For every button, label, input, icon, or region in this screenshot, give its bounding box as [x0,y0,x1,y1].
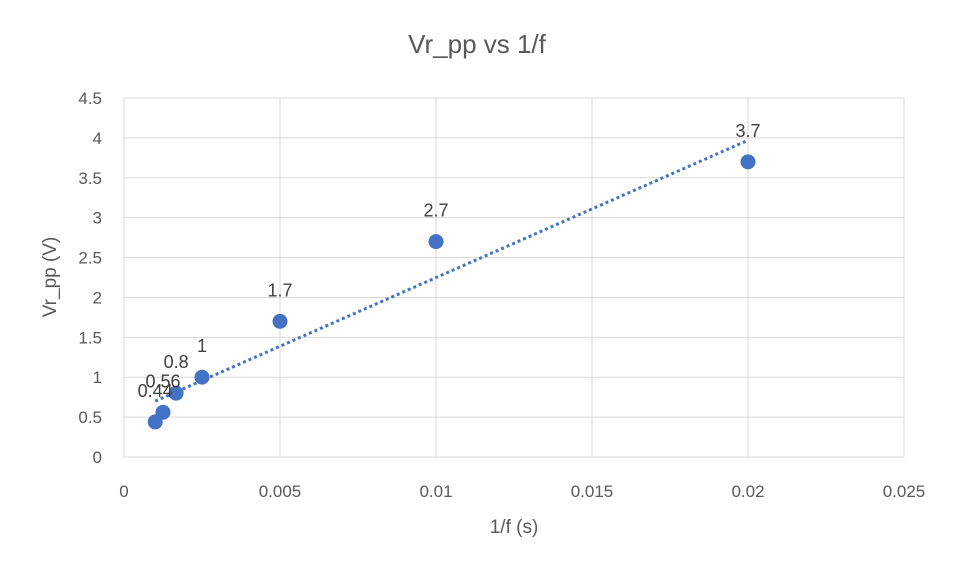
data-label: 1 [197,336,207,356]
y-tick-label: 2.5 [78,249,102,268]
x-tick-label: 0.015 [571,482,614,501]
tick-labels: 0 0.5 1 1.5 2 2.5 3 3.5 4 4.5 0 0.005 0.01 0.015 0.02 0… [78,89,925,501]
linear-trendline [154,138,749,403]
x-tick-label: 0.005 [259,482,302,501]
x-tick-label: 0 [119,482,128,501]
y-tick-label: 3.5 [78,169,102,188]
data-point [194,369,210,385]
data-label: 0.44 [138,381,173,401]
data-label: 1.7 [267,280,292,300]
data-points [147,154,756,430]
data-label: 0.8 [164,352,189,372]
y-tick-label: 0.5 [78,408,102,427]
x-tick-label: 0.02 [731,482,764,501]
data-point [168,385,184,401]
y-tick-label: 0 [93,448,102,467]
data-label: 2.7 [423,201,448,221]
x-tick-label: 0.01 [419,482,452,501]
y-tick-label: 4.5 [78,89,102,108]
y-tick-label: 1 [93,368,102,387]
data-point [272,313,288,329]
y-tick-label: 1.5 [78,328,102,347]
chart-title: Vr_pp vs 1/f [408,29,547,59]
y-tick-label: 4 [93,129,102,148]
trendline-group [154,138,749,403]
y-tick-label: 3 [93,209,102,228]
data-labels: 0.440.560.8 1 1.7 2.7 3.7 [138,121,761,401]
x-tick-label: 0.025 [883,482,926,501]
data-point [155,404,171,420]
data-label: 0.56 [145,371,180,391]
gridlines [123,97,905,458]
x-axis-title: 1/f (s) [490,517,539,538]
data-point [428,234,444,250]
y-tick-label: 2 [93,288,102,307]
y-axis-title: Vr_pp (V) [40,237,61,318]
data-label: 3.7 [735,121,760,141]
data-point [740,154,756,170]
